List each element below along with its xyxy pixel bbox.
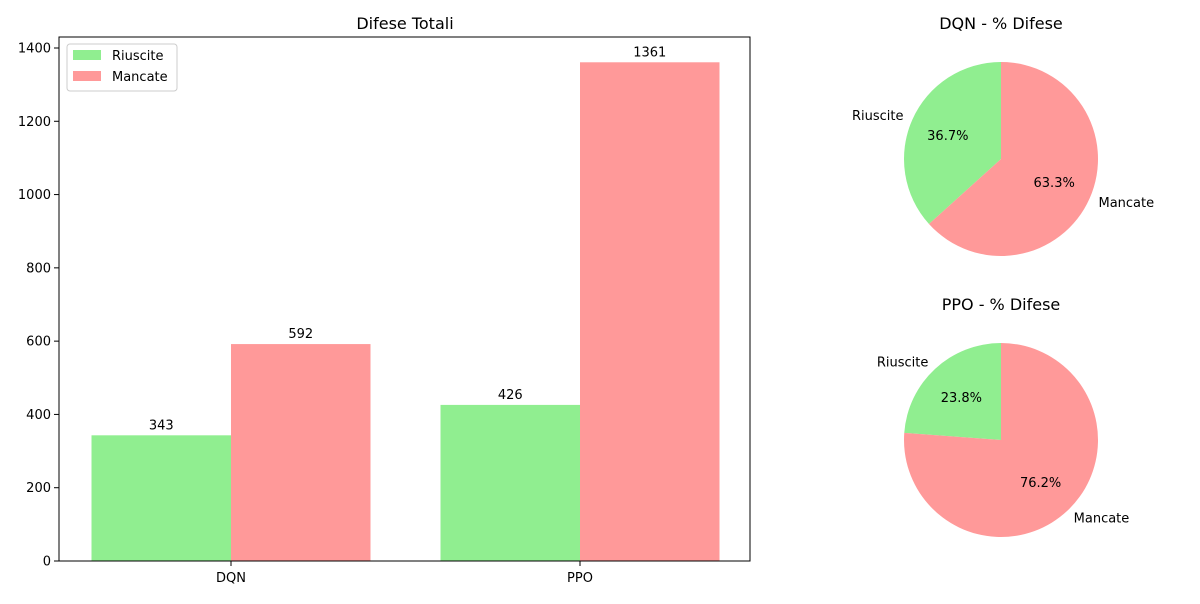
pie-dqn-slices: Riuscite 36.7% Mancate 63.3% [852, 62, 1154, 256]
pie-percent-label: 63.3% [1034, 176, 1075, 191]
x-tick-label: PPO [567, 571, 593, 586]
y-tick-label: 200 [26, 481, 51, 496]
pie-slice-riuscite [904, 62, 1001, 224]
pie-slice-mancate [928, 62, 1098, 256]
bar-ppo-mancate [580, 62, 720, 562]
legend-label-riuscite: Riuscite [112, 49, 164, 64]
legend-swatch-riuscite [73, 50, 101, 60]
pie-label-riuscite: Riuscite [852, 109, 904, 124]
pie-label-mancate: Mancate [1098, 196, 1154, 211]
bar-dqn-riuscite [91, 435, 231, 561]
y-axis: 0 200 400 600 800 1000 1200 1400 [18, 41, 59, 570]
pie-dqn-title: DQN - % Difese [939, 14, 1063, 33]
x-tick-label: DQN [216, 571, 246, 586]
pie-label-mancate: Mancate [1074, 512, 1130, 527]
plot-frame [58, 36, 751, 562]
y-tick-label: 1200 [18, 115, 51, 130]
pie-ppo-slices: Riuscite 23.8% Mancate 76.2% [877, 343, 1129, 537]
legend-swatch-mancate [73, 71, 101, 81]
legend: Riuscite Mancate [66, 43, 178, 92]
bar-value-label: 426 [498, 388, 523, 403]
bar-value-labels: 343 592 426 1361 [149, 45, 666, 433]
pie-chart-ppo: PPO - % Difese Riuscite 23.8% Mancate 76.2% [877, 295, 1129, 537]
pie-chart-dqn: DQN - % Difese Riuscite 36.7% Mancate 63.3% [852, 14, 1154, 256]
y-tick-label: 0 [43, 555, 51, 570]
pie-slice-mancate [904, 343, 1098, 537]
pie-label-riuscite: Riuscite [877, 355, 929, 370]
bar-value-label: 1361 [633, 45, 666, 60]
bars-group [91, 62, 720, 562]
pie-ppo-title: PPO - % Difese [942, 295, 1061, 314]
bar-chart-title: Difese Totali [356, 14, 453, 33]
pie-percent-label: 36.7% [927, 129, 968, 144]
pie-slice-riuscite [904, 343, 1001, 440]
y-tick-label: 600 [26, 335, 51, 350]
x-axis: DQN PPO [216, 561, 593, 586]
bar-chart: Difese Totali 343 592 426 1361 0 200 400 600 80… [18, 14, 751, 586]
pie-percent-label: 76.2% [1020, 476, 1061, 491]
y-tick-label: 800 [26, 261, 51, 276]
bar-value-label: 343 [149, 418, 174, 433]
pie-percent-label: 23.8% [941, 391, 982, 406]
y-tick-label: 1400 [18, 41, 51, 56]
bar-value-label: 592 [288, 327, 313, 342]
y-tick-label: 400 [26, 408, 51, 423]
bar-dqn-mancate [231, 344, 371, 561]
y-tick-label: 1000 [18, 188, 51, 203]
legend-label-mancate: Mancate [112, 70, 168, 85]
bar-ppo-riuscite [440, 404, 580, 561]
